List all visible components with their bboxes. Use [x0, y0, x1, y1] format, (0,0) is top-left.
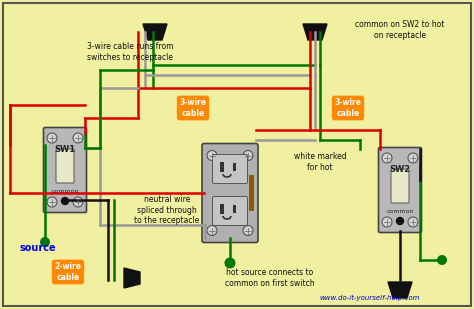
FancyBboxPatch shape: [212, 154, 247, 184]
Text: common: common: [51, 188, 79, 193]
FancyBboxPatch shape: [202, 143, 258, 243]
Circle shape: [40, 237, 50, 247]
Text: SW1: SW1: [55, 145, 75, 154]
FancyBboxPatch shape: [379, 147, 421, 232]
Text: source: source: [20, 243, 56, 253]
Bar: [220, 162, 224, 172]
Text: 3-wire cable runs from
switches to receptacle: 3-wire cable runs from switches to recep…: [87, 42, 173, 62]
Text: 2-wire
cable: 2-wire cable: [55, 262, 82, 282]
Text: common on SW2 to hot
on receptacle: common on SW2 to hot on receptacle: [356, 20, 445, 40]
Circle shape: [382, 217, 392, 227]
Circle shape: [207, 226, 217, 235]
Circle shape: [243, 226, 253, 235]
Text: SW2: SW2: [390, 164, 410, 173]
Text: 3-wire
cable: 3-wire cable: [180, 98, 207, 118]
FancyBboxPatch shape: [391, 169, 409, 203]
Bar: [249, 175, 254, 211]
Circle shape: [73, 133, 83, 143]
Text: hot source connects to
common on first switch: hot source connects to common on first s…: [225, 268, 315, 288]
Circle shape: [437, 255, 447, 265]
Polygon shape: [388, 282, 412, 298]
Bar: [220, 204, 224, 214]
Circle shape: [47, 197, 57, 207]
Bar: [233, 163, 236, 171]
FancyBboxPatch shape: [44, 128, 86, 213]
Circle shape: [62, 197, 69, 205]
Text: www.do-it-yourself-help.com: www.do-it-yourself-help.com: [320, 295, 420, 301]
Circle shape: [207, 150, 217, 160]
Text: neutral wire
spliced through
to the receptacle: neutral wire spliced through to the rece…: [134, 195, 200, 225]
Bar: [233, 205, 236, 213]
Text: 3-wire
cable: 3-wire cable: [335, 98, 362, 118]
Circle shape: [408, 217, 418, 227]
Polygon shape: [303, 24, 327, 40]
Circle shape: [47, 133, 57, 143]
FancyBboxPatch shape: [56, 149, 74, 183]
Circle shape: [396, 218, 403, 225]
Circle shape: [73, 197, 83, 207]
Polygon shape: [143, 24, 167, 40]
Polygon shape: [124, 268, 140, 288]
Text: common: common: [386, 209, 414, 214]
Circle shape: [408, 153, 418, 163]
FancyBboxPatch shape: [212, 197, 247, 226]
Text: white marked
for hot: white marked for hot: [294, 152, 346, 172]
Circle shape: [243, 150, 253, 160]
Circle shape: [382, 153, 392, 163]
Circle shape: [225, 257, 236, 269]
